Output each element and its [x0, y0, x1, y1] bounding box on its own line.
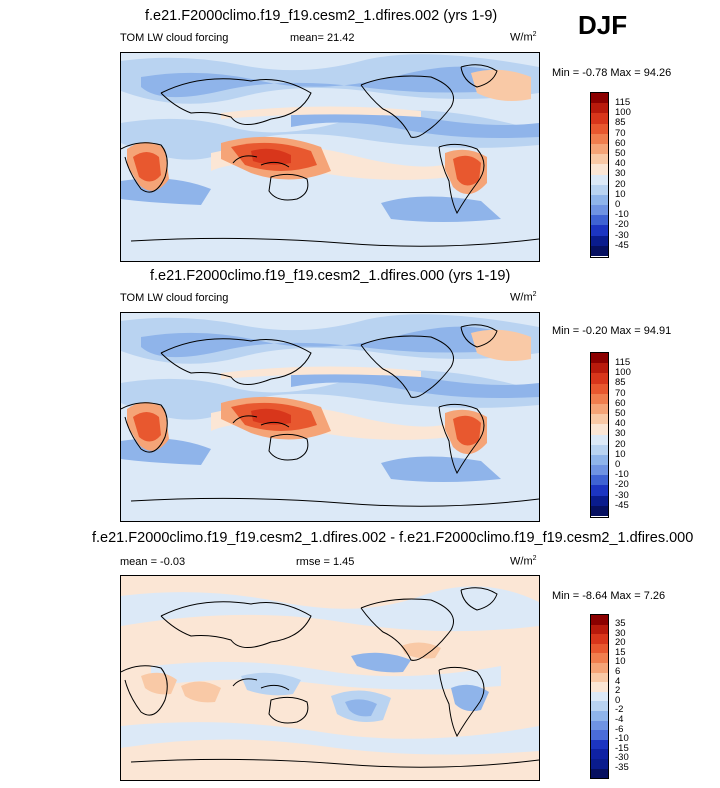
cb2-tick: 20	[615, 438, 626, 450]
panel3-rmse: rmse = 1.45	[296, 556, 355, 568]
cb2-tick: -10	[615, 469, 629, 481]
cb1-tick: 115	[615, 97, 631, 108]
cb1-tick: -45	[615, 239, 629, 251]
panel1-map	[120, 52, 540, 262]
cb3-tick: -10	[615, 733, 629, 745]
cb2-tick: 30	[615, 428, 626, 440]
cb1-tick: 20	[615, 178, 626, 190]
panel3-minmax: Min = -8.64 Max = 7.26	[552, 590, 666, 602]
cb1-tick: 40	[615, 158, 626, 170]
cb1-tick: 70	[615, 127, 626, 139]
cb3-tick: -6	[615, 723, 624, 735]
panel3-colorbar	[590, 614, 609, 779]
cb3-tick: 10	[615, 656, 626, 668]
cb1-tick: -30	[615, 229, 629, 241]
cb2-tick: 60	[615, 397, 626, 409]
panel1-title: f.e21.F2000climo.f19_f19.cesm2_1.dfires.…	[145, 8, 498, 24]
cb3-tick: 0	[615, 694, 621, 706]
cb3-tick: 20	[615, 637, 626, 649]
cb2-tick: 10	[615, 448, 626, 460]
cb2-tick: 85	[615, 377, 626, 389]
panel2-map	[120, 312, 540, 522]
panel2-units: W/m2	[510, 291, 537, 304]
panel1-mean: mean= 21.42	[290, 32, 355, 44]
cb1-tick: 50	[615, 148, 626, 159]
season-label: DJF	[578, 10, 628, 40]
cb3-tick: -4	[615, 714, 624, 725]
cb3-tick: -35	[615, 762, 629, 773]
panel2-minmax: Min = -0.20 Max = 94.91	[552, 325, 672, 337]
cb3-tick: 30	[615, 627, 626, 639]
panel1-variable-label: TOM LW cloud forcing	[120, 32, 229, 44]
panel1-minmax: Min = -0.78 Max = 94.26	[552, 67, 672, 79]
cb1-tick: 0	[615, 199, 621, 210]
cb3-tick: 15	[615, 646, 626, 658]
cb1-tick: 10	[615, 188, 626, 200]
panel2-colorbar	[590, 352, 609, 518]
panel2-variable-label: TOM LW cloud forcing	[120, 292, 229, 304]
cb2-tick: 100	[615, 367, 631, 379]
cb2-tick: -45	[615, 499, 629, 511]
cb3-tick: -30	[615, 752, 629, 764]
cb1-tick: 100	[615, 107, 631, 119]
cb2-tick: 50	[615, 408, 626, 419]
cb3-tick: -15	[615, 742, 629, 754]
panel3-mean: mean = -0.03	[120, 556, 186, 568]
cb1-tick: 85	[615, 117, 626, 129]
cb1-tick: -20	[615, 219, 629, 231]
cb3-tick: -2	[615, 704, 624, 716]
panel1-units: W/m2	[510, 31, 537, 44]
panel3-title: f.e21.F2000climo.f19_f19.cesm2_1.dfires.…	[92, 530, 694, 546]
cb1-tick: -10	[615, 209, 629, 221]
panel2-title: f.e21.F2000climo.f19_f19.cesm2_1.dfires.…	[150, 268, 511, 284]
cb1-tick: 30	[615, 168, 626, 180]
cb3-tick: 35	[615, 618, 626, 629]
cb2-tick: 0	[615, 459, 621, 470]
cb3-tick: 2	[615, 685, 621, 697]
cb2-tick: 70	[615, 387, 626, 399]
cb1-tick: 60	[615, 137, 626, 149]
cb2-tick: -30	[615, 489, 629, 501]
panel3-map	[120, 575, 540, 781]
cb3-tick: 4	[615, 675, 621, 687]
cb2-tick: 115	[615, 357, 631, 368]
panel3-units: W/m2	[510, 555, 537, 568]
cb2-tick: 40	[615, 418, 626, 430]
cb3-tick: 6	[615, 666, 621, 677]
cb2-tick: -20	[615, 479, 629, 491]
panel1-colorbar	[590, 92, 609, 258]
